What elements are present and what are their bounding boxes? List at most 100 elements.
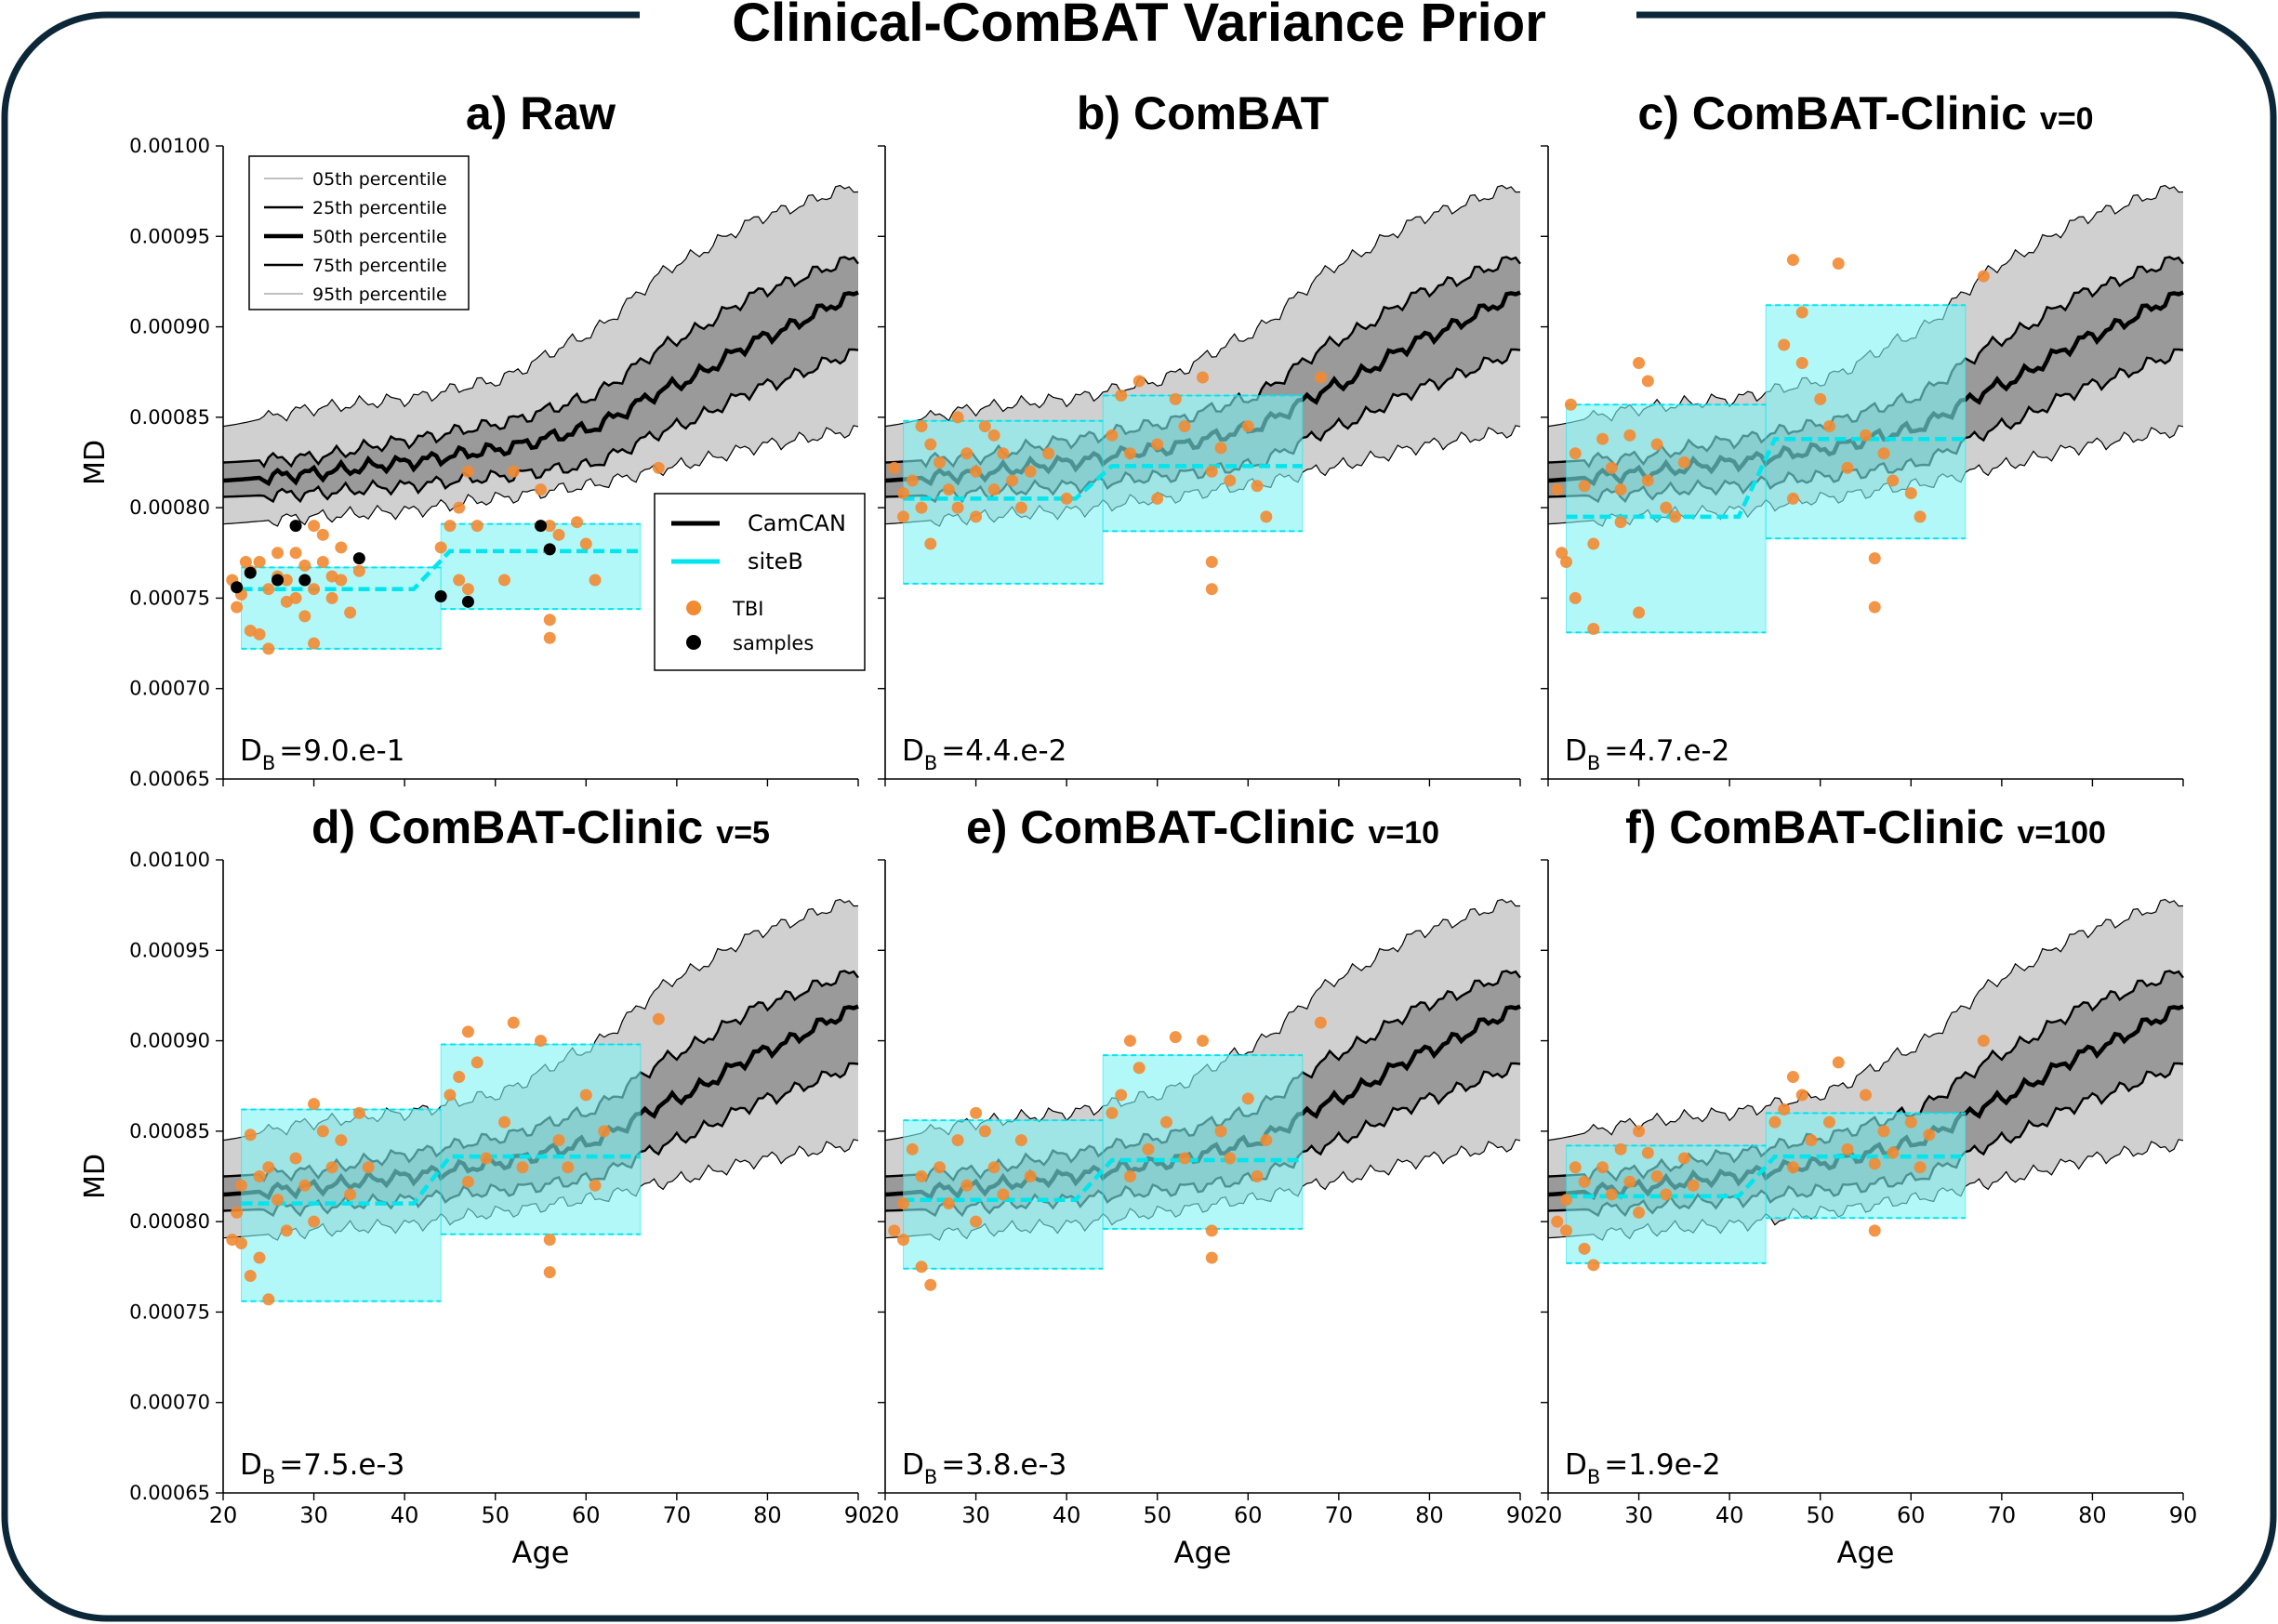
legend2-tbi-marker bbox=[686, 601, 701, 615]
legend2-label: TBI bbox=[732, 598, 763, 620]
tbi-point bbox=[1677, 456, 1690, 469]
x-tick-label: 70 bbox=[663, 1502, 692, 1528]
tbi-point bbox=[289, 591, 302, 604]
legend-box bbox=[248, 155, 470, 310]
tbi-point bbox=[915, 501, 928, 514]
tbi-point bbox=[897, 1234, 910, 1247]
tbi-point bbox=[652, 1012, 665, 1025]
db-subscript: B bbox=[1587, 752, 1600, 774]
x-tick-label: 90 bbox=[844, 1502, 873, 1528]
tbi-point bbox=[308, 1098, 321, 1111]
y-tick-label: 0.00085 bbox=[129, 406, 210, 429]
site-band-high bbox=[1765, 304, 1967, 539]
tbi-point bbox=[325, 591, 338, 604]
tbi-point bbox=[253, 556, 266, 569]
tbi-point bbox=[970, 1106, 983, 1119]
tbi-point bbox=[1786, 492, 1799, 505]
panel-title: b) ComBAT bbox=[1077, 87, 1329, 139]
sample-point bbox=[231, 581, 244, 594]
tbi-point bbox=[915, 1170, 928, 1182]
tbi-point bbox=[1224, 474, 1237, 487]
panel-6: 20 30 40 50 60 70 80 90 Age f) ComBAT-Clinic v=100… bbox=[1534, 801, 2198, 1570]
tbi-point bbox=[344, 606, 357, 619]
tbi-point bbox=[535, 483, 547, 496]
tbi-point bbox=[1977, 270, 1990, 283]
tbi-point bbox=[470, 520, 483, 533]
tbi-point bbox=[897, 1197, 910, 1210]
tbi-point bbox=[1914, 510, 1927, 523]
tbi-point bbox=[1241, 420, 1254, 433]
tbi-point bbox=[1251, 1170, 1264, 1182]
tbi-point bbox=[1241, 1092, 1254, 1105]
tbi-point bbox=[244, 624, 257, 637]
band-25-75 bbox=[223, 257, 858, 502]
y-tick-label: 0.00075 bbox=[129, 587, 210, 609]
tbi-point bbox=[226, 1234, 239, 1247]
tbi-point bbox=[915, 1261, 928, 1274]
tbi-point bbox=[543, 614, 556, 627]
tbi-point bbox=[1877, 1125, 1890, 1138]
tbi-point bbox=[1822, 1116, 1835, 1129]
tbi-point bbox=[1778, 338, 1791, 351]
y-tick-label: 0.00070 bbox=[129, 678, 210, 700]
y-tick-label: 0.00065 bbox=[129, 1482, 210, 1504]
tbi-point bbox=[543, 631, 556, 644]
tbi-point bbox=[934, 456, 947, 469]
legend-label: 75th percentile bbox=[312, 256, 447, 276]
tbi-point bbox=[1123, 1035, 1136, 1048]
db-symbol: D bbox=[240, 1448, 262, 1482]
tbi-point bbox=[997, 1188, 1010, 1201]
y-axis-label: MD bbox=[79, 440, 112, 485]
x-tick-label: 30 bbox=[1624, 1502, 1653, 1528]
tbi-point bbox=[362, 1161, 375, 1174]
line-p50 bbox=[222, 290, 859, 487]
tbi-point bbox=[325, 1161, 338, 1174]
tbi-point bbox=[1887, 1146, 1900, 1159]
tbi-point bbox=[262, 642, 275, 655]
tbi-point bbox=[579, 1089, 592, 1102]
tbi-point bbox=[1551, 1215, 1564, 1228]
sample-point bbox=[244, 566, 257, 579]
panel-3: c) ComBAT-Clinic v=0 DB =4.7.e-2 bbox=[1541, 87, 2184, 786]
tbi-point bbox=[453, 1070, 466, 1083]
panel-title-main: d) ComBAT-Clinic bbox=[311, 801, 703, 853]
tbi-point bbox=[1614, 516, 1627, 529]
tbi-point bbox=[1977, 1035, 1990, 1048]
tbi-point bbox=[1650, 438, 1663, 451]
line-p95 bbox=[222, 184, 859, 428]
panel-1: 0.00065 0.00070 0.00075 0.00080 0.00085 0.000… bbox=[79, 87, 859, 790]
tbi-point bbox=[308, 520, 321, 533]
tbi-point bbox=[1132, 1062, 1146, 1075]
tbi-point bbox=[262, 1161, 275, 1174]
tbi-point bbox=[571, 516, 584, 529]
tbi-point bbox=[1605, 1188, 1618, 1201]
x-tick-label: 80 bbox=[2078, 1502, 2107, 1528]
tbi-point bbox=[434, 541, 447, 554]
tbi-point bbox=[1633, 606, 1646, 619]
tbi-point bbox=[344, 1188, 357, 1201]
sample-point bbox=[352, 552, 365, 565]
site-p95-line bbox=[1566, 1112, 1966, 1147]
panel-title-main: b) ComBAT bbox=[1077, 87, 1329, 139]
tbi-point bbox=[1551, 483, 1564, 496]
tbi-point bbox=[543, 1234, 556, 1247]
tbi-point bbox=[1633, 356, 1646, 369]
sample-point bbox=[543, 543, 556, 556]
percentile-legend: 05th percentile 25th percentile 50th perce… bbox=[248, 155, 470, 310]
tbi-point bbox=[1623, 429, 1636, 442]
tbi-point bbox=[1641, 474, 1654, 487]
tbi-point bbox=[453, 574, 466, 587]
line-p05 bbox=[222, 425, 859, 527]
tbi-point bbox=[480, 1152, 493, 1165]
x-tick-label: 90 bbox=[1506, 1502, 1535, 1528]
tbi-point bbox=[888, 1224, 901, 1237]
y-tick-label: 0.00075 bbox=[129, 1301, 210, 1323]
tbi-point bbox=[1677, 1152, 1690, 1165]
tbi-point bbox=[987, 1161, 1000, 1174]
site-p05-line bbox=[241, 1233, 641, 1302]
tbi-point bbox=[1832, 1056, 1845, 1069]
tbi-point bbox=[316, 1125, 329, 1138]
legend2-label: samples bbox=[733, 632, 814, 654]
tbi-point bbox=[1868, 1224, 1881, 1237]
